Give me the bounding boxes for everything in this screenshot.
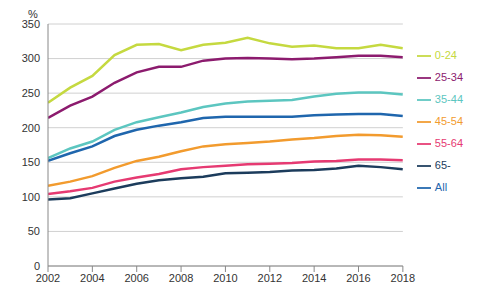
svg-text:250: 250 [22, 87, 40, 99]
svg-text:200: 200 [22, 122, 40, 134]
svg-text:2008: 2008 [169, 272, 193, 284]
svg-text:2004: 2004 [80, 272, 104, 284]
html-text:45-54: 45-54 [434, 115, 463, 127]
svg-text:150: 150 [22, 156, 40, 168]
html-text:All: All [434, 181, 448, 193]
svg-text:2014: 2014 [302, 272, 326, 284]
html-text:65-: 65- [434, 159, 451, 171]
svg-text:2016: 2016 [346, 272, 370, 284]
svg-text:2012: 2012 [258, 272, 282, 284]
svg-text:50: 50 [28, 225, 40, 237]
svg-text:2006: 2006 [124, 272, 148, 284]
svg-text:2018: 2018 [391, 272, 415, 284]
svg-text:100: 100 [22, 191, 40, 203]
html-text:0-24: 0-24 [434, 49, 457, 61]
svg-text:2002: 2002 [36, 272, 60, 284]
html-text:35-44: 35-44 [434, 93, 463, 105]
svg-text:2010: 2010 [213, 272, 237, 284]
html-text:55-64: 55-64 [434, 137, 463, 149]
svg-text:300: 300 [22, 52, 40, 64]
svg-text:0: 0 [34, 260, 40, 272]
html-text:25-34: 25-34 [434, 71, 463, 83]
svg-text:350: 350 [22, 18, 40, 30]
